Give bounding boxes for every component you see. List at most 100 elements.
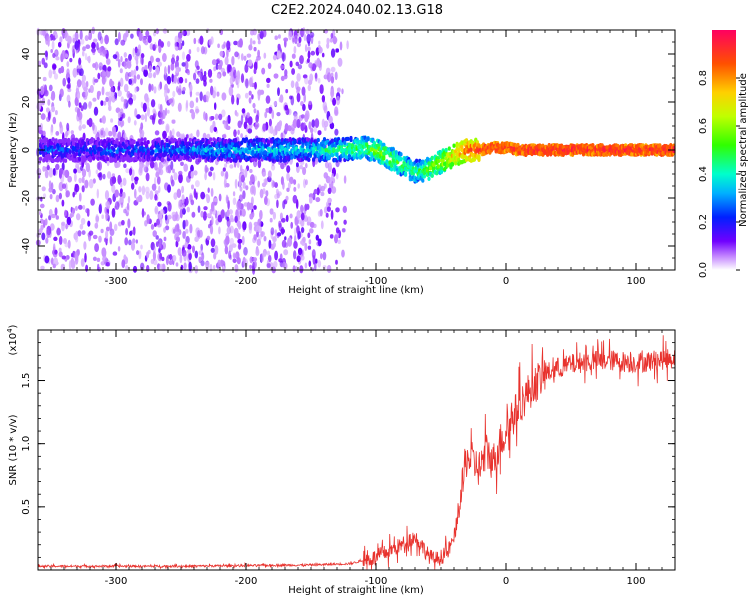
- spectrogram-cell: [90, 137, 94, 142]
- spectrogram-cell: [293, 250, 297, 260]
- spectrogram-cell: [105, 230, 109, 239]
- spectrogram-cell: [234, 215, 238, 223]
- spectrogram-cell: [67, 88, 72, 93]
- spectrogram-cell: [190, 164, 194, 173]
- spectrogram-cell: [54, 249, 58, 255]
- spectrogram-cell: [329, 37, 334, 43]
- spectrogram-cell: [92, 155, 96, 161]
- spectrogram-cell: [233, 227, 239, 238]
- spectrogram-cell: [74, 186, 78, 195]
- spectrogram-cell: [42, 193, 47, 199]
- spectrogram-cell: [179, 203, 183, 208]
- spectrogram-cell: [254, 81, 257, 90]
- spectrogram-cell: [125, 227, 128, 236]
- spectrogram-cell: [202, 132, 207, 140]
- spectrogram-cell: [214, 113, 219, 121]
- spectrogram-cell: [343, 175, 347, 184]
- spectrogram-cell: [54, 33, 58, 39]
- spectrogram-cell: [276, 112, 281, 117]
- spectrogram-cell: [296, 118, 301, 129]
- spectrogram-cell: [51, 137, 55, 142]
- spectrogram-cell: [114, 223, 118, 231]
- spectrogram-cell: [218, 113, 223, 121]
- spectrogram-cell: [106, 156, 110, 162]
- spectrogram-cell: [119, 108, 124, 115]
- spectrogram-cell: [304, 242, 308, 251]
- spectrogram-cell: [300, 227, 305, 233]
- spectrogram-cell: [242, 181, 246, 189]
- spectrogram-cell: [311, 119, 316, 128]
- spectrogram-cell: [88, 117, 93, 128]
- spectrogram-cell: [307, 157, 311, 162]
- spectrogram-cell: [236, 257, 241, 265]
- spectrogram-cell: [154, 222, 157, 227]
- spectrogram-cell: [290, 155, 294, 160]
- spectrogram-cell: [129, 168, 133, 176]
- spectrogram-cell: [127, 195, 131, 204]
- spectrogram-cell: [140, 262, 145, 271]
- spectrogram-cell: [104, 206, 107, 214]
- spectrogram-cell: [40, 218, 44, 224]
- spectrogram-cell: [103, 138, 107, 144]
- spectrogram-cell: [274, 229, 278, 237]
- spectrogram-cell: [227, 64, 232, 73]
- spectrogram-cell: [228, 86, 234, 96]
- spectrogram-cell: [61, 28, 66, 37]
- spectrogram-cell: [151, 150, 155, 155]
- spectrogram-cell: [176, 231, 180, 237]
- spectrogram-cell: [308, 79, 313, 86]
- spectrogram-cell: [217, 214, 223, 223]
- spectrogram-cell: [85, 44, 91, 49]
- spectrogram-cell: [172, 214, 178, 222]
- spectrogram-cell: [138, 167, 143, 176]
- spectrogram-cell: [203, 206, 208, 211]
- spectrogram-cell: [249, 264, 253, 269]
- spectrogram-cell: [272, 236, 277, 243]
- spectrogram-cell: [140, 141, 144, 146]
- spectrogram-cell: [274, 35, 278, 40]
- spectrogram-cell: [76, 79, 82, 88]
- spectrogram-cell: [152, 44, 156, 51]
- spectrogram-cell: [314, 72, 318, 79]
- spectrogram-cell: [132, 226, 136, 236]
- spectrogram-cell: [155, 171, 160, 178]
- spectrogram-cell: [317, 130, 322, 136]
- spectrogram-cell: [287, 237, 292, 247]
- spectrogram-cell: [93, 78, 99, 83]
- spectrogram-cell: [284, 104, 289, 111]
- spectrogram-cell: [64, 209, 67, 217]
- spectrogram-cell: [51, 213, 56, 219]
- spectrogram-cell: [292, 194, 298, 204]
- spectrogram-cell: [221, 109, 226, 118]
- spectrogram-cell: [303, 122, 306, 128]
- spectrogram-cell: [103, 100, 107, 106]
- spectrogram-cell: [265, 95, 271, 104]
- spectrogram-cell: [236, 70, 240, 80]
- spectrogram-cell: [185, 196, 189, 206]
- spectrogram-cell: [236, 220, 241, 228]
- spectrogram-cell: [82, 102, 88, 110]
- spectrogram-cell: [366, 136, 370, 142]
- spectrogram-cell: [44, 169, 49, 179]
- spectrogram-cell: [45, 237, 49, 244]
- spectrogram-cell: [229, 158, 233, 163]
- spectrogram-cell: [128, 239, 132, 246]
- spectrogram-cell: [261, 67, 266, 75]
- spectrogram-cell: [81, 124, 86, 129]
- spectrogram-cell: [335, 173, 339, 180]
- spectrogram-cell: [291, 53, 296, 59]
- spectrogram-cell: [319, 84, 324, 94]
- spectrogram-cell: [155, 235, 159, 240]
- spectrogram-cell: [216, 91, 220, 97]
- spectrogram-cell: [199, 35, 204, 45]
- spectrogram-cell: [200, 210, 204, 218]
- spectrogram-cell: [83, 241, 87, 250]
- spectrogram-cell: [302, 103, 306, 112]
- spectrogram-cell: [81, 185, 85, 193]
- spectrogram-cell: [264, 111, 268, 119]
- spectrogram-cell: [178, 41, 182, 50]
- spectrogram-cell: [219, 29, 223, 36]
- spectrogram-cell: [123, 98, 127, 104]
- spectrogram-cell: [89, 85, 94, 93]
- spectrogram-cell: [48, 84, 53, 92]
